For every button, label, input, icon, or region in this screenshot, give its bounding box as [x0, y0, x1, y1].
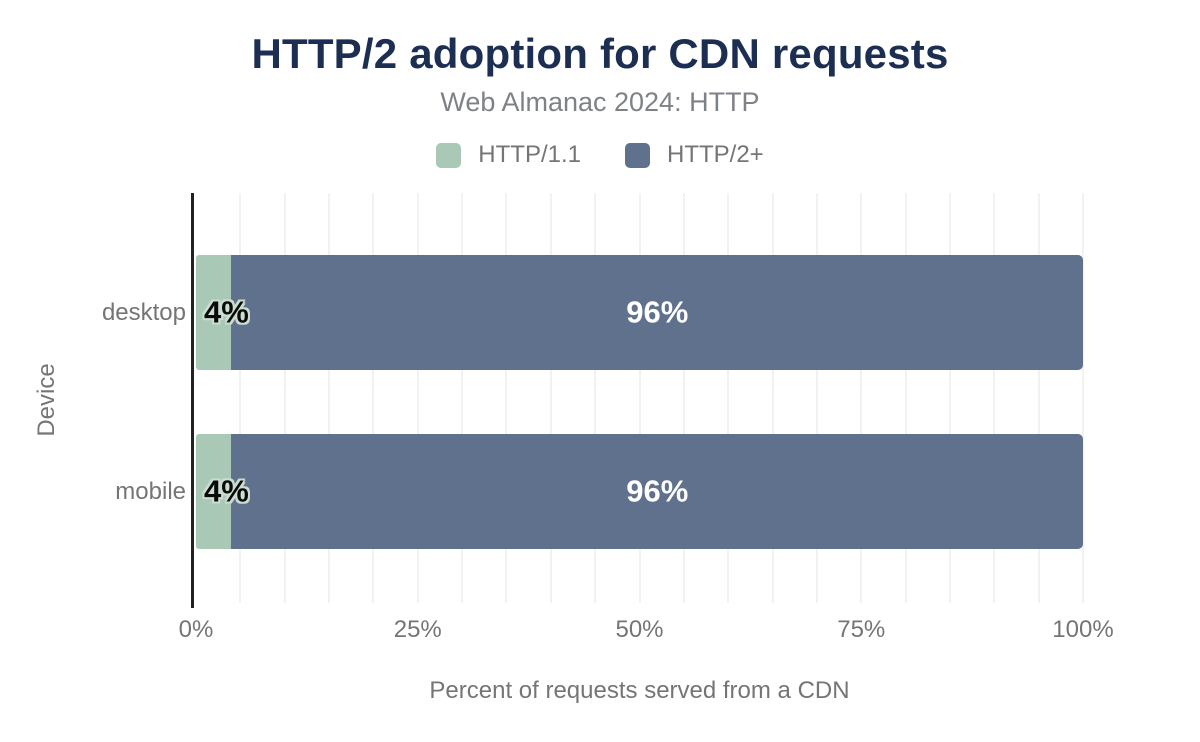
gridline: [682, 193, 685, 603]
gridline: [461, 193, 464, 603]
gridline: [771, 193, 774, 603]
gridline: [239, 193, 242, 603]
gridline: [1037, 193, 1040, 603]
x-axis-ticks: 0% 25% 50% 75% 100%: [179, 616, 1114, 646]
gridline: [904, 193, 907, 603]
bar-segment-mobile-http11: [196, 434, 232, 549]
category-label-mobile: mobile: [115, 478, 186, 505]
gridline: [815, 193, 818, 603]
legend-item-http11: HTTP/1.1: [436, 141, 581, 169]
gridlines: [196, 193, 1084, 608]
legend-label-http11: HTTP/1.1: [478, 141, 581, 168]
legend-swatch-http2-icon: [625, 142, 650, 168]
x-tick-label: 25%: [393, 616, 442, 643]
gridline: [638, 193, 641, 603]
gridline: [372, 193, 375, 603]
x-tick-label: 100%: [1052, 616, 1114, 643]
legend-label-http2: HTTP/2+: [667, 141, 764, 168]
y-axis-title: Device: [33, 363, 60, 437]
legend-swatch-http11-icon: [436, 142, 462, 168]
gridline: [416, 193, 419, 603]
category-label-desktop: desktop: [101, 299, 186, 326]
chart-subtitle: Web Almanac 2024: HTTP: [440, 87, 760, 117]
gridline: [594, 193, 597, 603]
x-tick-label: 75%: [837, 616, 886, 643]
bar-value-label: 4%: [204, 472, 249, 508]
bar-row-desktop: 4% 96%: [196, 255, 1083, 370]
x-axis-title: Percent of requests served from a CDN: [429, 677, 850, 704]
gridline: [328, 193, 331, 603]
legend: HTTP/1.1 HTTP/2+: [0, 141, 1200, 169]
legend-item-http2: HTTP/2+: [625, 141, 764, 169]
y-axis-line: [191, 193, 194, 608]
bar-value-label: 4%: [204, 293, 249, 329]
x-tick-label: 50%: [615, 616, 664, 643]
bar-value-label: 96%: [626, 293, 689, 329]
gridline: [283, 193, 286, 603]
x-tick-label: 0%: [178, 616, 214, 643]
gridline: [727, 193, 730, 603]
gridline: [505, 193, 508, 603]
gridline: [948, 193, 951, 603]
gridline: [993, 193, 996, 603]
gridline: [549, 193, 552, 603]
bar-row-mobile: 4% 96%: [196, 434, 1083, 549]
bar-segment-desktop-http2: [231, 255, 1083, 370]
gridline: [1082, 193, 1084, 603]
bar-segment-desktop-http11: [196, 255, 232, 370]
chart-title: HTTP/2 adoption for CDN requests: [251, 30, 949, 77]
plot-area: 4% 96% 4% 96%: [191, 193, 1084, 608]
bar-value-label: 96%: [626, 472, 689, 508]
gridline: [860, 193, 863, 603]
bar-segment-mobile-http2: [231, 434, 1083, 549]
